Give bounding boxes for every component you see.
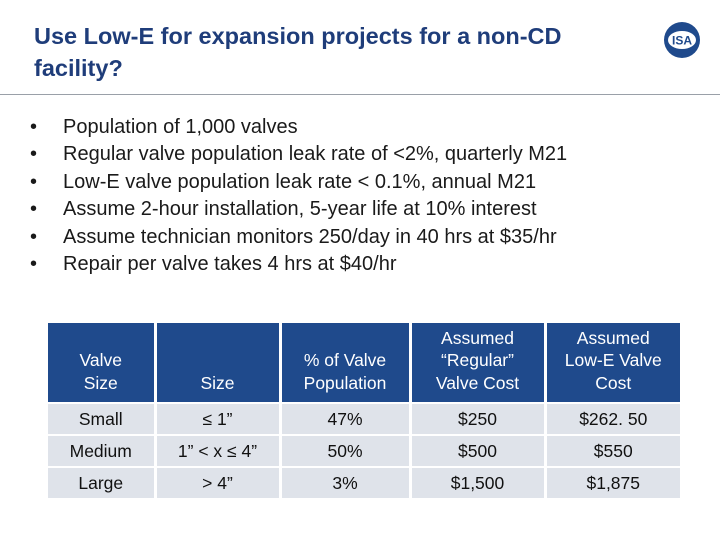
isa-logo: ISA <box>664 22 700 58</box>
bullet-marker: • <box>30 116 38 138</box>
bullet-marker: • <box>30 225 38 248</box>
bullet-item: • Population of 1,000 valves <box>30 114 567 141</box>
bullet-text: Low-E valve population leak rate < 0.1%,… <box>63 170 537 193</box>
table-cell: 3% <box>278 466 410 498</box>
bullet-text: Regular valve population leak rate of <2… <box>63 143 568 166</box>
table-cell: 50% <box>278 434 410 467</box>
table-cell: $1,875 <box>543 466 680 498</box>
table-cell: Medium <box>48 434 155 467</box>
bullet-item: • Assume technician monitors 250/day in 4… <box>30 224 567 251</box>
slide-title: Use Low-E for expansion projects for a n… <box>34 23 562 81</box>
title-divider <box>0 94 720 95</box>
table-cell: Small <box>48 402 155 435</box>
table-cell: $262. 50 <box>543 402 680 435</box>
table-cell: 1” < x ≤ 4” <box>153 434 280 467</box>
isa-logo-text: ISA <box>672 34 692 48</box>
header-size: Size <box>153 323 280 403</box>
bullet-text: Repair per valve takes 4 hrs at $40/hr <box>63 253 397 276</box>
bullet-item: • Assume 2-hour installation, 5-year life… <box>30 196 567 223</box>
bullet-list: • Population of 1,000 valves • Regular val… <box>30 114 567 278</box>
header-valve-size: Valve Size <box>48 323 155 403</box>
bullet-item: • Repair per valve takes 4 hrs at $40/hr <box>30 251 567 278</box>
bullet-text: Assume technician monitors 250/day in 40… <box>63 225 557 248</box>
bullet-text: Assume 2-hour installation, 5-year life … <box>63 198 537 221</box>
table-cell: $250 <box>408 402 545 435</box>
table-row: Medium 1” < x ≤ 4” 50% $500 $550 <box>48 434 680 467</box>
header-lowe-cost: Assumed Low-E Valve Cost <box>543 323 680 403</box>
valve-cost-table: Valve Size Size % of Valve Population Assu… <box>48 323 680 498</box>
table-header-row: Valve Size Size % of Valve Population Assu… <box>48 323 680 403</box>
table-cell: 47% <box>278 402 410 435</box>
bullet-marker: • <box>30 170 38 193</box>
table-cell: $1,500 <box>408 466 545 498</box>
table-cell: $500 <box>408 434 545 467</box>
table-row: Large > 4” 3% $1,500 $1,875 <box>48 466 680 498</box>
bullet-marker: • <box>30 143 38 166</box>
bullet-marker: • <box>30 253 38 276</box>
table-cell: ≤ 1” <box>153 402 280 435</box>
table-cell: > 4” <box>153 466 280 498</box>
table-cell: $550 <box>543 434 680 467</box>
bullet-item: • Regular valve population leak rate of <… <box>30 141 567 168</box>
bullet-marker: • <box>30 198 38 221</box>
bullet-item: • Low-E valve population leak rate < 0.1%… <box>30 169 567 196</box>
table-cell: Large <box>48 466 155 498</box>
header-regular-cost: Assumed “Regular” Valve Cost <box>408 323 545 403</box>
table-row: Small ≤ 1” 47% $250 $262. 50 <box>48 402 680 435</box>
header-population: % of Valve Population <box>278 323 410 403</box>
bullet-text: Population of 1,000 valves <box>63 116 298 138</box>
